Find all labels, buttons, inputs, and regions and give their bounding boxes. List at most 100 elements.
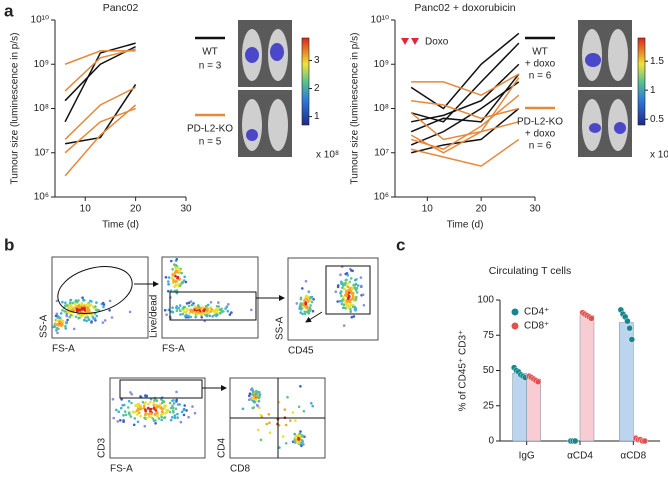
flow-event — [306, 306, 309, 309]
flow-x-label: FS-A — [52, 344, 75, 355]
flow-event — [173, 416, 177, 420]
flow-event — [156, 405, 160, 408]
flow-x-label: FS-A — [110, 464, 133, 475]
y-tick-label: 10⁹ — [374, 59, 389, 70]
flow-event — [268, 421, 271, 425]
flow-event — [69, 313, 73, 317]
flow-event — [175, 309, 179, 313]
flow-event — [344, 281, 347, 285]
flow-x-label: CD8 — [230, 464, 250, 475]
flow-event — [283, 408, 287, 411]
flow-event — [171, 268, 174, 271]
flow-event — [306, 300, 310, 303]
flow-event — [182, 408, 185, 412]
flow-event — [306, 295, 310, 299]
flow-event — [169, 406, 173, 410]
flow-event — [247, 398, 251, 402]
flow-event — [342, 324, 346, 327]
series-line — [64, 107, 136, 154]
flow-event — [254, 398, 258, 401]
flow-event — [310, 295, 314, 299]
flow-event — [81, 296, 84, 300]
flow-event — [119, 419, 122, 422]
flow-event — [170, 416, 174, 419]
flow-event — [258, 395, 261, 399]
flow-event — [176, 275, 180, 279]
flow-event — [85, 319, 88, 323]
flow-event — [185, 313, 188, 317]
chart-title: Circulating T cells — [489, 265, 571, 277]
flow-event — [96, 308, 99, 312]
flow-event — [128, 310, 132, 314]
y-tick-label: 10⁸ — [374, 103, 389, 114]
series-line — [410, 107, 520, 154]
flow-event — [175, 306, 178, 310]
flow-event — [346, 274, 350, 277]
flow-event — [61, 319, 65, 323]
flow-event — [193, 311, 196, 315]
flow-event — [123, 410, 127, 413]
flow-event — [199, 312, 202, 316]
flow-event — [69, 298, 73, 302]
flow-event — [131, 410, 135, 414]
flow-event — [304, 302, 308, 305]
flow-event — [143, 416, 146, 420]
y-tick-label: 25 — [483, 400, 495, 411]
flow-event — [108, 309, 111, 312]
flow-event — [178, 403, 181, 406]
flow-event — [150, 412, 153, 416]
flow-event — [59, 312, 63, 315]
treatment-marker — [401, 38, 409, 45]
flow-event — [144, 412, 148, 415]
flow-event — [342, 303, 346, 307]
flow-event — [64, 304, 67, 307]
flow-event — [165, 313, 168, 317]
flow-event — [211, 309, 215, 313]
flow-gates — [57, 265, 371, 458]
flow-event — [304, 279, 308, 283]
x-axis-label: Time (d) — [102, 220, 139, 231]
flow-event — [173, 272, 177, 275]
flow-event — [289, 419, 292, 422]
y-tick-label: 100 — [477, 295, 494, 306]
flow-event — [176, 416, 179, 419]
flow-event — [268, 431, 272, 435]
legend-label: PD-L2-KO — [517, 117, 563, 128]
flow-event — [351, 269, 354, 273]
flow-density — [111, 390, 197, 428]
flow-event — [354, 278, 357, 282]
flow-event — [164, 276, 168, 279]
flow-event — [207, 311, 210, 315]
flow-event — [175, 264, 178, 268]
flow-event — [354, 298, 358, 301]
flow-event — [259, 414, 263, 417]
flow-y-label: CD3 — [97, 438, 108, 458]
flow-event — [257, 390, 261, 394]
flow-event — [154, 422, 157, 425]
flow-event — [178, 278, 181, 281]
flow-event — [180, 282, 183, 285]
flow-event — [175, 289, 179, 292]
flow-event — [64, 301, 67, 305]
flow-event — [347, 285, 350, 289]
flow-event — [189, 300, 193, 303]
flow-event — [348, 304, 351, 308]
flow-event — [120, 398, 123, 401]
flow-event — [339, 273, 342, 277]
flow-event — [201, 312, 205, 316]
flow-event — [207, 307, 211, 310]
flow-event — [216, 308, 220, 312]
series-line — [64, 86, 136, 140]
bar — [526, 378, 541, 442]
flow-event — [122, 419, 125, 422]
flow-plot-frame — [109, 377, 206, 459]
flow-y-label: SS-A — [275, 316, 286, 340]
flow-event — [303, 312, 307, 316]
colorbar-tick-label: 2 — [314, 83, 320, 94]
flow-event — [168, 401, 172, 405]
flow-event — [340, 294, 343, 298]
flow-event — [302, 409, 306, 413]
flow-event — [214, 308, 217, 312]
flow-event — [248, 394, 251, 398]
flow-event — [84, 316, 87, 319]
